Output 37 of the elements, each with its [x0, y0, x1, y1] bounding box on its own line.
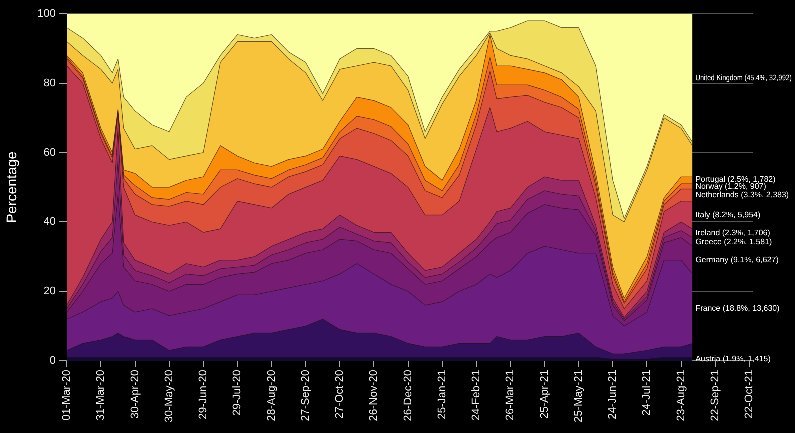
series-label: Austria (1.9%, 1,415) — [696, 354, 772, 364]
x-tick-label: 29-Jun-20 — [198, 370, 210, 420]
y-axis-title: Percentage — [3, 151, 20, 224]
x-tick-label: 29-Jul-20 — [232, 370, 244, 416]
series-label: Germany (9.1%, 6,627) — [696, 256, 780, 265]
series-label: Portugal (2.5%, 1,782) — [696, 174, 776, 184]
x-tick-label: 30-May-20 — [163, 370, 176, 423]
x-tick-label: 30-Apr-20 — [129, 370, 142, 419]
x-tick-label: 26-Mar-21 — [504, 370, 517, 421]
series-label: Ireland (2.3%, 1,706) — [696, 228, 771, 238]
x-tick-label: 01-Mar-20 — [61, 370, 74, 421]
series-label: Italy (8.2%, 5,954) — [696, 210, 761, 220]
x-tick-label: 31-Mar-20 — [95, 370, 108, 421]
x-tick-label: 24-Feb-21 — [470, 370, 483, 421]
x-tick-label: 22-Oct-21 — [744, 370, 756, 419]
x-tick-label: 22-Sep-21 — [709, 370, 722, 422]
x-tick-label: 27-Oct-20 — [334, 370, 346, 419]
x-tick-label: 26-Nov-20 — [368, 370, 380, 422]
y-tick-label: 60 — [44, 146, 56, 159]
x-tick-label: 23-Aug-21 — [675, 370, 688, 422]
x-tick-label: 24-Jun-21 — [607, 370, 620, 420]
x-tick-label: 28-Aug-20 — [266, 370, 278, 422]
y-tick-label: 40 — [44, 216, 56, 228]
y-tick-label: 100 — [38, 8, 56, 20]
x-tick-label: 27-Sep-20 — [300, 370, 312, 422]
x-tick-label: 25-Jan-21 — [436, 370, 448, 420]
x-tick-label: 25-Apr-21 — [538, 370, 551, 419]
x-tick-label: 26-Dec-20 — [402, 370, 414, 422]
series-label: United Kingdom (45.4%, 32,992) — [696, 72, 792, 83]
y-tick-label: 0 — [50, 355, 56, 368]
series-label: Greece (2.2%, 1,581) — [696, 237, 773, 246]
y-tick-label: 80 — [44, 77, 56, 90]
y-tick-label: 20 — [44, 286, 56, 298]
series-label: France (18.8%, 13,630) — [696, 304, 780, 314]
x-tick-label: 25-May-21 — [572, 370, 585, 423]
series-label: Netherlands (3.3%, 2,383) — [696, 190, 790, 200]
x-tick-label: 24-Jul-21 — [641, 370, 654, 416]
